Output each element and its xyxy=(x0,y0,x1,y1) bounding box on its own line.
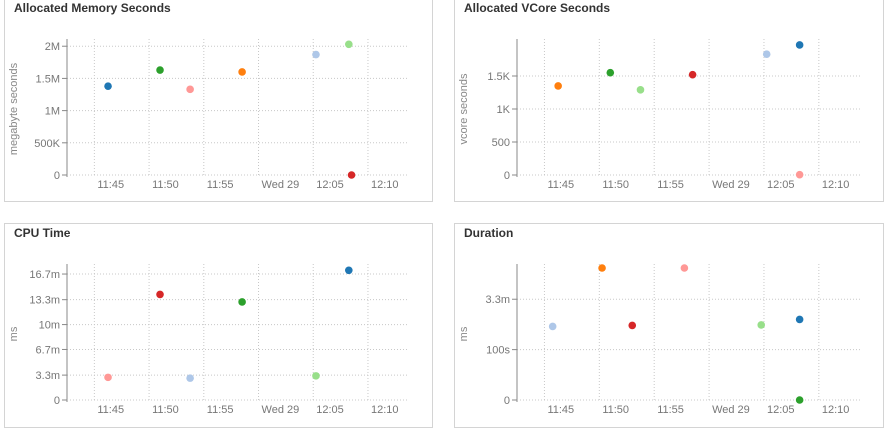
data-point[interactable] xyxy=(554,82,562,90)
x-tick-label: Wed 29 xyxy=(262,404,300,416)
data-point[interactable] xyxy=(238,298,246,306)
x-tick-label: 12:10 xyxy=(822,404,850,416)
x-tick-label: 11:50 xyxy=(602,179,629,191)
y-axis-label: ms xyxy=(458,326,470,341)
y-axis-label: megabyte seconds xyxy=(8,62,20,155)
x-tick-label: 12:10 xyxy=(371,179,399,191)
x-tick-label: 11:55 xyxy=(657,404,684,416)
x-tick-label: 11:50 xyxy=(152,179,179,191)
x-tick-label: 11:45 xyxy=(547,179,574,191)
chart-plot: 3.3m 100s 0 11:45 11:50 11:55 Wed 29 12:05 12:10… xyxy=(458,264,860,416)
x-tick-label: 11:55 xyxy=(207,404,234,416)
y-axis-label: ms xyxy=(8,326,20,341)
chart-plot: 1.5K 1K 500 0 11:45 11:50 11:55 Wed 29 12:05 12:1… xyxy=(458,39,860,191)
y-tick-label: 10m xyxy=(39,320,60,332)
data-point[interactable] xyxy=(104,82,112,90)
y-tick-label: 0 xyxy=(504,395,510,407)
x-tick-label: 11:55 xyxy=(207,179,234,191)
x-tick-label: Wed 29 xyxy=(712,404,750,416)
y-tick-label: 500K xyxy=(34,138,60,150)
chart-title: Allocated Memory Seconds xyxy=(14,1,171,15)
data-point[interactable] xyxy=(606,68,615,77)
chart-panel-memory: Allocated Memory Seconds 2M 1.5M 1M 500K 0 11… xyxy=(4,0,433,202)
data-point[interactable] xyxy=(680,264,689,272)
data-point[interactable] xyxy=(345,40,353,49)
chart-title: Allocated VCore Seconds xyxy=(464,1,611,15)
data-point[interactable] xyxy=(688,70,697,79)
data-point[interactable] xyxy=(762,50,771,59)
x-tick-label: 12:10 xyxy=(822,179,850,191)
data-point[interactable] xyxy=(312,372,320,380)
y-tick-label: 0 xyxy=(504,170,510,182)
data-point[interactable] xyxy=(186,374,194,382)
data-point[interactable] xyxy=(636,86,645,94)
y-tick-label: 6.7m xyxy=(36,344,60,356)
x-tick-label: 12:05 xyxy=(767,179,795,191)
y-tick-label: 13.3m xyxy=(29,295,60,307)
data-point[interactable] xyxy=(312,50,320,59)
data-point[interactable] xyxy=(548,322,557,331)
x-tick-label: 12:10 xyxy=(371,404,399,416)
chart-plot: 16.7m 13.3m 10m 6.7m 3.3m 0 11:45 11:50 11:55 Wed… xyxy=(8,264,409,416)
data-point[interactable] xyxy=(757,321,766,329)
data-point[interactable] xyxy=(795,170,804,179)
y-axis-label: vcore seconds xyxy=(458,73,470,144)
chart-panel-vcore: Allocated VCore Seconds 1.5K 1K 500 0 11:45 1… xyxy=(454,0,884,202)
data-point[interactable] xyxy=(628,321,637,330)
y-tick-label: 1.5K xyxy=(487,71,510,83)
y-tick-label: 500 xyxy=(492,137,510,149)
chart-plot: 2M 1.5M 1M 500K 0 11:45 11:50 11:55 Wed 29 12:05 1… xyxy=(8,39,409,191)
chart-title: CPU Time xyxy=(14,226,71,240)
data-point[interactable] xyxy=(238,68,246,76)
chart-panel-duration: Duration 3.3m 100s 0 11:45 11:50 11:55 Wed 29 1… xyxy=(454,223,884,428)
y-tick-label: 100s xyxy=(486,345,510,357)
data-point[interactable] xyxy=(345,266,353,275)
x-tick-label: 11:45 xyxy=(547,404,574,416)
x-tick-label: 11:45 xyxy=(97,179,124,191)
data-point[interactable] xyxy=(795,315,804,324)
y-tick-label: 1.5M xyxy=(36,73,60,85)
x-tick-label: Wed 29 xyxy=(712,179,750,191)
data-point[interactable] xyxy=(186,85,194,94)
x-tick-label: 12:05 xyxy=(767,404,795,416)
data-point[interactable] xyxy=(347,171,356,179)
y-tick-label: 0 xyxy=(54,395,60,407)
x-tick-label: 12:05 xyxy=(316,404,344,416)
y-tick-label: 3.3m xyxy=(36,370,60,382)
data-point[interactable] xyxy=(156,66,164,74)
y-tick-label: 0 xyxy=(54,170,60,182)
data-point[interactable] xyxy=(156,290,164,299)
y-tick-label: 1M xyxy=(45,106,60,118)
y-tick-label: 1K xyxy=(497,104,511,116)
chart-title: Duration xyxy=(464,226,514,240)
x-tick-label: 11:45 xyxy=(97,404,124,416)
data-point[interactable] xyxy=(598,264,606,272)
chart-panel-cpu: CPU Time 16.7m 13.3m 10m 6.7m 3.3m 0 11:45 11:5… xyxy=(4,223,433,428)
x-tick-label: 11:50 xyxy=(602,404,629,416)
data-point[interactable] xyxy=(104,373,112,382)
data-point[interactable] xyxy=(795,41,804,49)
data-point[interactable] xyxy=(795,396,804,404)
y-tick-label: 16.7m xyxy=(29,269,60,281)
x-tick-label: 11:50 xyxy=(152,404,179,416)
x-tick-label: 12:05 xyxy=(316,179,344,191)
x-tick-label: 11:55 xyxy=(657,179,684,191)
y-tick-label: 3.3m xyxy=(486,294,510,306)
x-tick-label: Wed 29 xyxy=(262,179,300,191)
y-tick-label: 2M xyxy=(45,41,60,53)
